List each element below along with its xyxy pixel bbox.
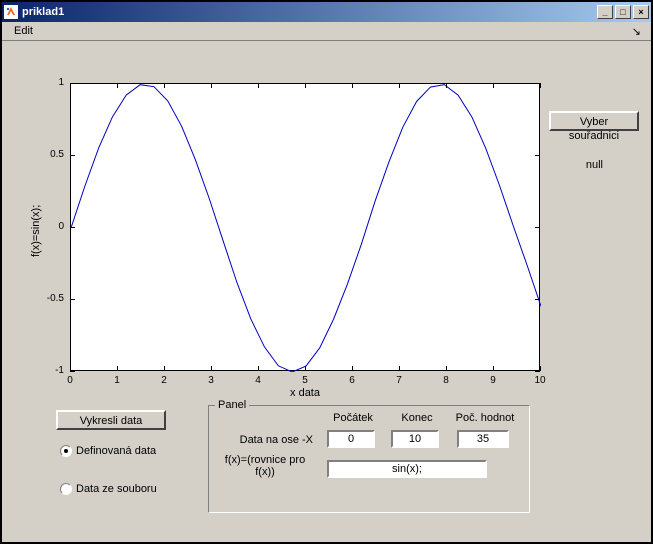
window-title: priklad1 xyxy=(22,6,597,18)
x-tick-label: 6 xyxy=(344,375,360,386)
minimize-button[interactable]: _ xyxy=(597,5,613,19)
input-fx[interactable]: sin(x); xyxy=(327,460,487,478)
radio-defined[interactable]: Definovaná data xyxy=(60,445,156,457)
x-tick-label: 8 xyxy=(438,375,454,386)
x-tick-label: 7 xyxy=(391,375,407,386)
row-fx-label: f(x)=(rovnice pro f(x)) xyxy=(217,454,313,478)
matlab-icon xyxy=(4,5,18,19)
input-start[interactable]: 0 xyxy=(327,430,375,448)
app-window: priklad1 _ □ × Edit ↘ f(x)=sin(x); x dat… xyxy=(0,0,653,544)
x-tick-label: 2 xyxy=(156,375,172,386)
y-tick-label: 0 xyxy=(34,221,64,232)
input-end[interactable]: 10 xyxy=(391,430,439,448)
input-count[interactable]: 35 xyxy=(457,430,509,448)
axes xyxy=(70,83,540,371)
title-bar: priklad1 _ □ × xyxy=(2,2,651,22)
radio-file[interactable]: Data ze souboru xyxy=(60,483,157,495)
col-count-label: Poč. hodnot xyxy=(449,412,521,424)
panel-title: Panel xyxy=(215,399,249,411)
window-controls: _ □ × xyxy=(597,5,649,19)
pick-coord-button[interactable]: Vyber souřadnici xyxy=(549,111,639,131)
draw-button[interactable]: Vykresli data xyxy=(56,410,166,430)
menu-edit[interactable]: Edit xyxy=(8,23,39,39)
y-tick-label: 1 xyxy=(34,77,64,88)
radio-defined-dot[interactable] xyxy=(60,445,72,457)
col-start-label: Počátek xyxy=(327,412,379,424)
status-text: null xyxy=(586,159,603,171)
x-tick-label: 0 xyxy=(62,375,78,386)
radio-file-dot[interactable] xyxy=(60,483,72,495)
radio-defined-label: Definovaná data xyxy=(76,445,156,457)
radio-file-label: Data ze souboru xyxy=(76,483,157,495)
maximize-button[interactable]: □ xyxy=(615,5,631,19)
input-panel: Panel Počátek Konec Poč. hodnot Data na … xyxy=(208,405,530,513)
x-tick-label: 3 xyxy=(203,375,219,386)
menu-bar: Edit ↘ xyxy=(2,22,651,41)
x-axis-label: x data xyxy=(70,387,540,399)
menu-overflow-icon[interactable]: ↘ xyxy=(632,25,645,38)
close-button[interactable]: × xyxy=(633,5,649,19)
row-xdata-label: Data na ose -X xyxy=(217,434,313,446)
x-tick-label: 4 xyxy=(250,375,266,386)
y-tick-label: -0.5 xyxy=(34,293,64,304)
figure-client: f(x)=sin(x); x data Vyber souřadnici nul… xyxy=(2,41,651,542)
x-tick-label: 1 xyxy=(109,375,125,386)
y-tick-label: -1 xyxy=(34,365,64,376)
x-tick-label: 10 xyxy=(532,375,548,386)
col-end-label: Konec xyxy=(391,412,443,424)
x-tick-label: 5 xyxy=(297,375,313,386)
x-tick-label: 9 xyxy=(485,375,501,386)
y-tick-label: 0.5 xyxy=(34,149,64,160)
plot-line xyxy=(71,84,541,372)
